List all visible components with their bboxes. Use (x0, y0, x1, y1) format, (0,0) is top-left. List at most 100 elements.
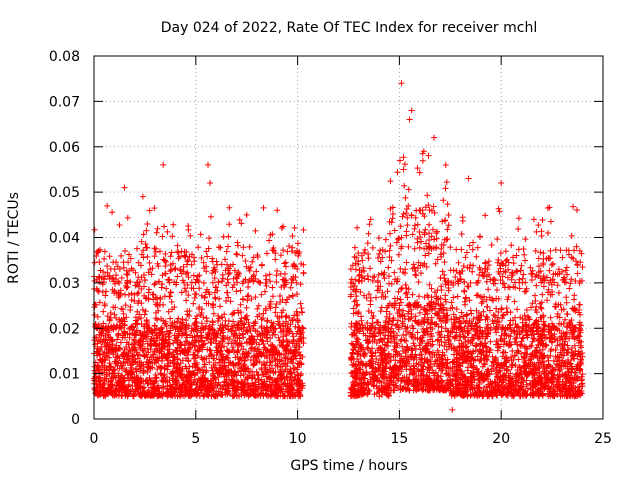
data-point (200, 279, 207, 286)
data-point (217, 244, 224, 251)
data-point (266, 271, 273, 278)
data-point (208, 380, 215, 387)
data-point (95, 321, 102, 328)
data-point (127, 362, 134, 369)
data-point (245, 284, 252, 291)
data-point (97, 336, 104, 343)
data-point (288, 279, 295, 286)
data-point (386, 230, 393, 237)
data-point (221, 256, 228, 263)
data-point (242, 276, 249, 283)
data-point (275, 321, 282, 328)
data-point (528, 342, 535, 349)
data-point (220, 335, 227, 342)
data-point (134, 245, 141, 252)
data-point (467, 261, 474, 268)
data-point (106, 317, 113, 324)
data-point (107, 266, 114, 273)
data-point (549, 260, 556, 267)
data-point (482, 212, 489, 219)
data-point (154, 225, 161, 232)
data-point (395, 236, 402, 243)
data-point (144, 221, 151, 228)
data-point (94, 248, 101, 255)
data-point (225, 243, 232, 250)
data-point (200, 314, 207, 321)
data-point (234, 242, 241, 249)
data-point (116, 221, 123, 228)
data-point (515, 246, 522, 253)
data-point (249, 258, 256, 265)
data-point (171, 363, 178, 370)
data-point (181, 252, 188, 259)
data-point (193, 338, 200, 345)
data-point (110, 274, 117, 281)
data-point (280, 307, 287, 314)
data-point (123, 314, 130, 321)
data-point (367, 265, 374, 272)
data-point (539, 291, 546, 298)
data-point (148, 328, 155, 335)
data-point (106, 272, 113, 279)
data-point (391, 227, 398, 234)
data-point (289, 292, 296, 299)
data-point (412, 271, 419, 278)
data-point (403, 259, 410, 266)
data-point (271, 354, 278, 361)
data-point (297, 281, 304, 288)
data-point (377, 258, 384, 265)
data-point (403, 210, 410, 217)
data-point (144, 340, 151, 347)
data-point (508, 242, 515, 249)
data-point (252, 320, 259, 327)
data-point (237, 301, 244, 308)
data-point (159, 272, 166, 279)
data-point (375, 234, 382, 241)
data-point (266, 237, 273, 244)
data-point (300, 226, 307, 233)
data-point (234, 334, 241, 341)
data-point (287, 284, 294, 291)
data-point (131, 291, 138, 298)
data-point (170, 353, 177, 360)
data-point (198, 320, 205, 327)
data-point (219, 278, 226, 285)
data-point (566, 251, 573, 258)
data-point (349, 361, 356, 368)
data-point (205, 324, 212, 331)
data-point (206, 291, 213, 298)
data-point (234, 279, 241, 286)
data-point (148, 342, 155, 349)
data-point (141, 277, 148, 284)
data-point (184, 308, 191, 315)
data-point (150, 291, 157, 298)
data-point (161, 365, 168, 372)
data-point (402, 281, 409, 288)
data-point (133, 349, 140, 356)
data-point (167, 315, 174, 322)
data-point (104, 313, 111, 320)
data-point (395, 288, 402, 295)
data-point (264, 317, 271, 324)
data-point (255, 377, 262, 384)
data-point (445, 212, 452, 219)
data-point (120, 264, 127, 271)
data-point (127, 255, 134, 262)
data-point (263, 276, 270, 283)
data-point (283, 332, 290, 339)
data-point (546, 267, 553, 274)
data-point (477, 233, 484, 240)
data-point (226, 221, 233, 228)
data-point (554, 282, 561, 289)
data-point (140, 247, 147, 254)
data-point (230, 372, 237, 379)
data-point (228, 340, 235, 347)
data-point (261, 288, 268, 295)
data-point (387, 178, 394, 185)
data-point (258, 262, 265, 269)
data-point (202, 376, 209, 383)
data-point (298, 305, 305, 312)
data-point (209, 279, 216, 286)
data-point (563, 264, 570, 271)
data-point (197, 231, 204, 238)
